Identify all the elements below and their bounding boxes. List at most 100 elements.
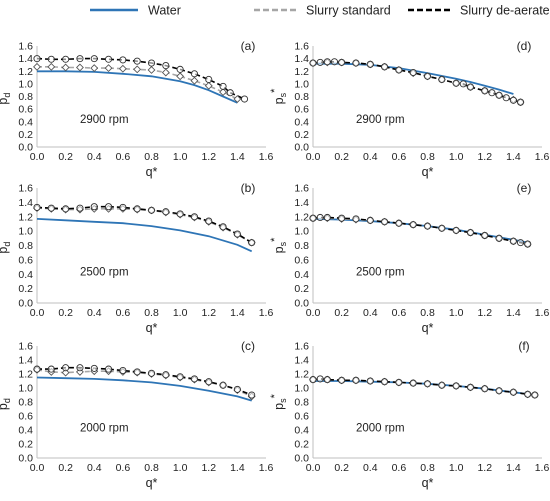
data-point-slurry-standard — [190, 76, 199, 85]
data-point-slurry-standard — [204, 81, 213, 90]
data-point-slurry-standard — [61, 63, 70, 72]
data-point-slurry-deaerated — [438, 381, 446, 389]
legend-item-slurry-standard: Slurry standard — [254, 4, 391, 18]
speed-label: 2500 rpm — [80, 267, 129, 279]
data-point-slurry-standard — [147, 66, 156, 74]
y-axis-label: ps* — [269, 88, 288, 104]
data-point-slurry-deaerated — [162, 371, 170, 379]
series-line-slurry_deaerated — [36, 57, 245, 100]
y-tick-label: 1.6 — [294, 183, 309, 195]
x-tick-label: 0.6 — [392, 307, 407, 319]
data-point-slurry-deaerated — [226, 89, 234, 97]
y-tick-label: 1.2 — [294, 369, 309, 381]
data-point-slurry-deaerated — [162, 62, 170, 70]
data-point-slurry-deaerated — [409, 221, 417, 229]
data-point-slurry-deaerated — [309, 59, 317, 67]
x-tick-label: 1.0 — [173, 307, 188, 319]
data-point-slurry-deaerated — [409, 379, 417, 387]
data-point-slurry-standard — [118, 64, 127, 73]
data-point-slurry-standard — [47, 62, 56, 71]
series-line-slurry_deaerated — [312, 216, 528, 245]
data-point-slurry-deaerated — [481, 87, 489, 95]
x-tick-label: 0.8 — [144, 151, 159, 163]
data-point-slurry-deaerated — [47, 204, 55, 212]
data-point-slurry-deaerated — [409, 68, 417, 77]
y-tick-label: 1.0 — [294, 226, 309, 238]
data-point-slurry-deaerated — [352, 215, 360, 223]
y-tick-label: 0.8 — [294, 397, 309, 409]
y-tick-label: 1.6 — [294, 41, 309, 53]
data-point-slurry-deaerated — [323, 58, 331, 66]
x-tick-label: 0.2 — [334, 307, 349, 319]
data-point-slurry-deaerated — [90, 55, 98, 63]
x-tick-label: 1.6 — [259, 151, 274, 163]
y-tick-label: 0.2 — [294, 439, 309, 451]
data-point-slurry-deaerated — [381, 218, 389, 226]
y-tick-label: 0.4 — [294, 116, 309, 128]
data-point-slurry-deaerated — [495, 234, 503, 242]
x-tick-label: 1.4 — [230, 307, 245, 319]
data-point-slurry-deaerated — [330, 58, 339, 66]
y-tick-label: 1.0 — [18, 383, 33, 395]
data-point-slurry-deaerated — [531, 391, 539, 399]
y-tick-label: 0.4 — [18, 269, 33, 281]
data-point-slurry-deaerated — [316, 58, 324, 66]
data-point-slurry-deaerated — [423, 222, 432, 230]
data-point-slurry-standard — [33, 62, 41, 71]
x-tick-label: 0.4 — [87, 462, 102, 474]
data-point-slurry-deaerated — [338, 214, 346, 222]
x-tick-label: 0.6 — [392, 151, 407, 163]
data-point-slurry-deaerated — [76, 364, 84, 372]
panel-label: (f) — [518, 339, 529, 353]
x-tick-label: 1.0 — [449, 462, 464, 474]
y-axis-label: pd* — [0, 237, 12, 254]
x-axis-label: q* — [422, 476, 434, 490]
y-tick-label: 0.8 — [18, 240, 33, 252]
y-tick-label: 1.2 — [18, 211, 33, 223]
data-point-slurry-deaerated — [147, 206, 156, 214]
data-point-slurry-deaerated — [219, 223, 227, 231]
data-point-slurry-deaerated — [176, 65, 184, 73]
y-tick-label: 1.0 — [294, 78, 309, 90]
x-tick-label: 0.2 — [58, 151, 73, 163]
y-tick-label: 0.6 — [294, 104, 309, 116]
x-tick-label: 1.6 — [259, 307, 274, 319]
legend-label-water: Water — [148, 4, 181, 18]
legend-label-slurry-standard: Slurry standard — [306, 4, 391, 18]
data-point-slurry-deaerated — [219, 82, 227, 90]
x-tick-label: 0.6 — [116, 462, 131, 474]
panel-c: 0.0 0.2 0.4 0.6 0.8 1.0 1.2 1.4 1.6 0.0 0.2 0.4 0.6 0… — [0, 339, 273, 490]
data-point-slurry-deaerated — [338, 58, 346, 66]
x-tick-label: 0.4 — [87, 151, 102, 163]
data-point-slurry-deaerated — [176, 373, 184, 381]
y-tick-label: 0.2 — [294, 283, 309, 295]
legend-label-slurry-deaerated: Slurry de-aerated — [460, 4, 550, 18]
data-point-slurry-deaerated — [423, 72, 432, 80]
data-point-slurry-deaerated — [133, 368, 141, 376]
data-point-slurry-standard — [233, 95, 242, 103]
x-tick-label: 1.2 — [477, 151, 492, 163]
y-tick-label: 0.0 — [18, 298, 33, 310]
x-tick-label: 1.6 — [535, 462, 550, 474]
data-point-slurry-deaerated — [90, 364, 98, 372]
data-point-slurry-deaerated — [76, 204, 84, 212]
data-point-slurry-deaerated — [248, 391, 256, 399]
x-tick-label: 0.0 — [30, 307, 45, 319]
series-line-water — [36, 376, 252, 402]
data-point-slurry-deaerated — [33, 55, 41, 63]
data-point-slurry-deaerated — [248, 239, 256, 247]
data-point-slurry-deaerated — [452, 226, 460, 234]
y-tick-label: 0.0 — [294, 453, 309, 465]
x-tick-label: 1.2 — [477, 307, 492, 319]
y-axis-label: pd* — [0, 393, 12, 410]
x-axis-label: q* — [422, 165, 434, 179]
data-point-slurry-deaerated — [205, 217, 213, 225]
y-tick-label: 1.0 — [294, 383, 309, 395]
data-point-slurry-deaerated — [381, 378, 389, 386]
x-tick-label: 0.0 — [306, 151, 321, 163]
data-point-slurry-standard — [90, 64, 99, 73]
series-line-slurry_standard — [312, 61, 521, 103]
data-point-slurry-deaerated — [438, 224, 446, 232]
x-tick-label: 0.0 — [30, 151, 45, 163]
x-tick-label: 1.4 — [506, 151, 521, 163]
